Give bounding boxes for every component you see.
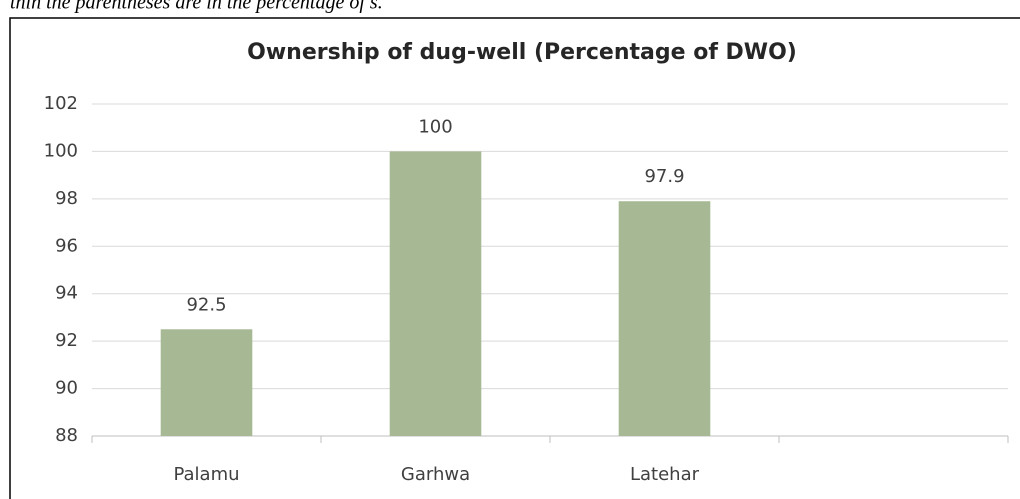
y-tick-label: 94 [55,283,78,304]
x-tick-label: Palamu [173,464,239,485]
y-tick-label: 90 [55,378,78,399]
y-tick-label: 96 [55,235,78,256]
bar [160,329,253,436]
bar [389,151,482,436]
y-tick-label: 102 [44,93,78,114]
x-tick-label: Latehar [630,464,700,485]
bar [618,201,711,436]
data-label: 92.5 [186,294,226,315]
data-label: 97.9 [644,166,684,187]
y-tick-label: 92 [55,330,78,351]
y-tick-label: 100 [44,140,78,161]
caption-note: thin the parentheses are in the percenta… [10,0,383,14]
y-tick-label: 88 [55,425,78,446]
data-label: 100 [418,116,452,137]
x-tick-label: Garhwa [401,464,470,485]
chart-title: Ownership of dug-well (Percentage of DWO… [247,40,797,65]
y-tick-label: 98 [55,188,78,209]
